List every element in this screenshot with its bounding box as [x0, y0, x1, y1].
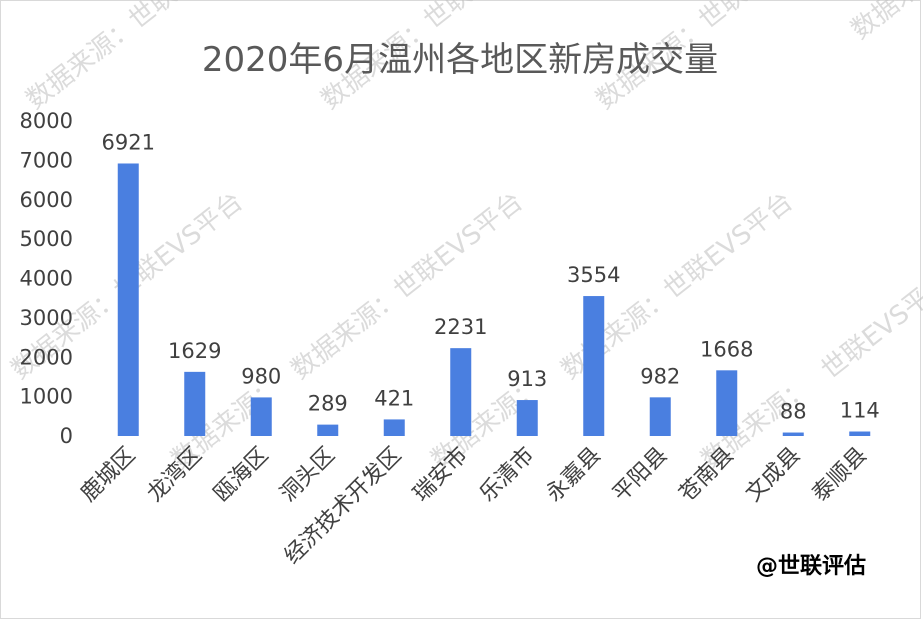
data-label: 421	[374, 386, 414, 410]
x-tick-label: 洞头区	[276, 443, 340, 507]
bar	[383, 419, 405, 436]
bar	[516, 400, 538, 436]
watermark-text: 世联EVS平台	[816, 267, 923, 386]
data-label: 114	[840, 399, 880, 423]
data-label: 6921	[102, 130, 155, 154]
x-tick-label: 泰顺县	[808, 443, 872, 507]
data-labels: 6921 1629 980 289 421 2231 913 3554 982 1668 88 114	[102, 130, 880, 423]
y-tick-label: 4000	[20, 267, 73, 291]
y-tick-label: 7000	[20, 148, 73, 172]
x-tick-label: 文成县	[741, 443, 805, 507]
x-tick-label: 永嘉县	[542, 443, 606, 507]
data-label: 3554	[567, 263, 620, 287]
y-tick-label: 0	[60, 424, 73, 448]
x-tick-label: 经济技术开发区	[280, 443, 407, 570]
bar	[117, 163, 139, 436]
data-label: 1629	[168, 339, 221, 363]
x-tick-label: 乐清市	[475, 443, 539, 507]
y-tick-label: 8000	[20, 109, 73, 133]
bar	[317, 424, 339, 436]
watermark-text: 数据来源：	[846, 0, 923, 46]
data-label: 1668	[700, 337, 753, 361]
bar	[716, 370, 738, 436]
x-tick-label: 瓯海区	[209, 443, 273, 507]
watermark-text: 数据来源：世联EVS平台	[286, 187, 529, 386]
x-tick-label: 鹿城区	[76, 443, 140, 507]
data-label: 982	[640, 364, 680, 388]
chart-title: 2020年6月温州各地区新房成交量	[202, 40, 718, 80]
data-label: 2231	[434, 315, 487, 339]
credit-text: @世联评估	[756, 554, 867, 579]
data-label: 980	[241, 364, 281, 388]
data-label: 88	[780, 400, 807, 424]
y-tick-label: 3000	[20, 306, 73, 330]
y-tick-label: 2000	[20, 345, 73, 369]
bar	[583, 296, 605, 436]
data-label: 913	[507, 367, 547, 391]
bar	[849, 431, 871, 436]
bar	[649, 397, 671, 436]
y-tick-label: 1000	[20, 385, 73, 409]
bars	[117, 163, 871, 436]
y-tick-label: 5000	[20, 227, 73, 251]
bar	[184, 371, 206, 436]
y-tick-label: 6000	[20, 188, 73, 212]
bar	[250, 397, 272, 436]
data-label: 289	[308, 392, 348, 416]
y-axis: 0 1000 2000 3000 4000 5000 6000 7000 8000	[20, 109, 73, 448]
bar	[782, 432, 804, 436]
bar	[450, 348, 472, 436]
x-tick-label: 平阳县	[608, 443, 672, 507]
